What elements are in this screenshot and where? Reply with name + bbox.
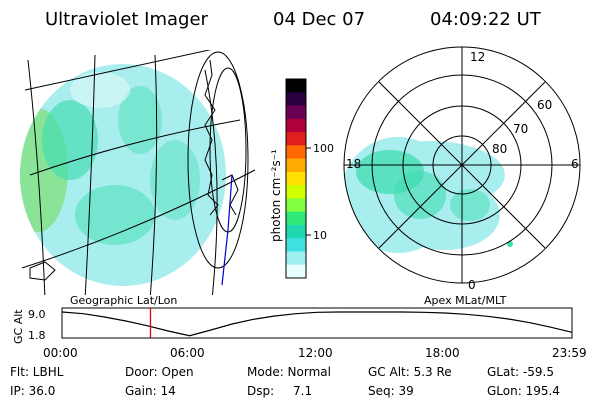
colorbar-segment (286, 198, 306, 213)
colorbar-tick-100: 100 (313, 142, 334, 155)
altitude-ytick-max: 9.0 (28, 308, 46, 321)
colorbar-segment (286, 132, 306, 146)
mlat-label-60: 60 (537, 98, 552, 112)
time-tick-18: 18:00 (425, 346, 460, 360)
status-glon: GLon: 195.4 (487, 384, 560, 398)
status-gain: Gain: 14 (125, 384, 176, 398)
altitude-timeline-plot[interactable]: GC Alt 9.0 1.8 00:00 06:00 12:00 18:00 2… (12, 307, 587, 360)
colorbar-segment (286, 105, 306, 120)
time-tick-2359: 23:59 (552, 346, 587, 360)
status-gc-alt: GC Alt: 5.3 Re (368, 365, 452, 379)
instrument-title: Ultraviolet Imager (45, 9, 209, 30)
colorbar-segment (286, 92, 306, 107)
status-seq: Seq: 39 (368, 384, 414, 398)
colorbar-segment (286, 79, 306, 93)
emission-patch (150, 140, 200, 220)
altitude-plot-frame (61, 307, 573, 339)
mlt-label-12: 12 (470, 50, 485, 64)
mlt-label-6: 6 (571, 157, 579, 171)
colorbar-tick-10: 10 (313, 229, 327, 242)
mlat-label-70: 70 (513, 122, 528, 136)
time-tick-06: 06:00 (170, 346, 205, 360)
geographic-image-panel[interactable] (8, 40, 256, 300)
colorbar-units-label: photon cm⁻²s⁻¹ (269, 149, 283, 242)
status-glat: GLat: -59.5 (487, 365, 554, 379)
colorbar-segment (286, 264, 306, 279)
status-filter: Flt: LBHL (10, 365, 64, 379)
auroral-emission (450, 189, 490, 221)
colorbar-segments (286, 79, 306, 279)
polar-grid (343, 46, 581, 284)
image-date: 04 Dec 07 (273, 9, 365, 30)
colorbar-segment (286, 211, 306, 226)
altitude-ytick-min: 1.8 (28, 329, 46, 342)
emission-patch (118, 86, 162, 154)
colorbar-segment (286, 171, 306, 186)
coastlines (29, 51, 249, 281)
mlt-label-18: 18 (346, 157, 361, 171)
emission-patch (75, 185, 155, 245)
status-dsp-label: Dsp: (247, 384, 274, 398)
status-bar: Flt: LBHL Door: Open Mode: Normal GC Alt… (10, 365, 560, 398)
auroral-emission (394, 171, 446, 219)
polar-panel-label: Apex MLat/MLT (424, 294, 507, 307)
altitude-axis-label: GC Alt (12, 309, 25, 344)
colorbar-segment (286, 185, 306, 199)
polar-image-panel[interactable]: 12 18 6 0 60 70 80 (341, 46, 581, 292)
mlt-label-0: 0 (468, 278, 476, 292)
lat-lon-grid (21, 50, 256, 295)
status-ip: IP: 36.0 (10, 384, 55, 398)
time-tick-12: 12:00 (298, 346, 333, 360)
status-mode: Mode: Normal (247, 365, 331, 379)
time-tick-00: 00:00 (43, 346, 78, 360)
colorbar-segment (286, 145, 306, 160)
colorbar-segment (286, 158, 306, 173)
colorbar-segment (286, 118, 306, 133)
altitude-marks (61, 308, 573, 338)
emission-patch (42, 100, 98, 180)
colorbar-segment (286, 238, 306, 252)
colorbar-segment (286, 224, 306, 239)
colorbar-segment (286, 251, 306, 266)
status-dsp-value: 7.1 (293, 384, 312, 398)
emission-patch (70, 72, 130, 108)
status-door: Door: Open (125, 365, 194, 379)
colorbar-frame (285, 78, 307, 279)
geographic-panel-label: Geographic Lat/Lon (70, 294, 177, 307)
mlat-label-80: 80 (492, 142, 507, 156)
altitude-trace (61, 311, 573, 337)
intensity-colorbar: 100 10 photon cm⁻²s⁻¹ (269, 78, 334, 279)
image-time: 04:09:22 UT (430, 9, 542, 30)
terminator-line (221, 174, 233, 286)
